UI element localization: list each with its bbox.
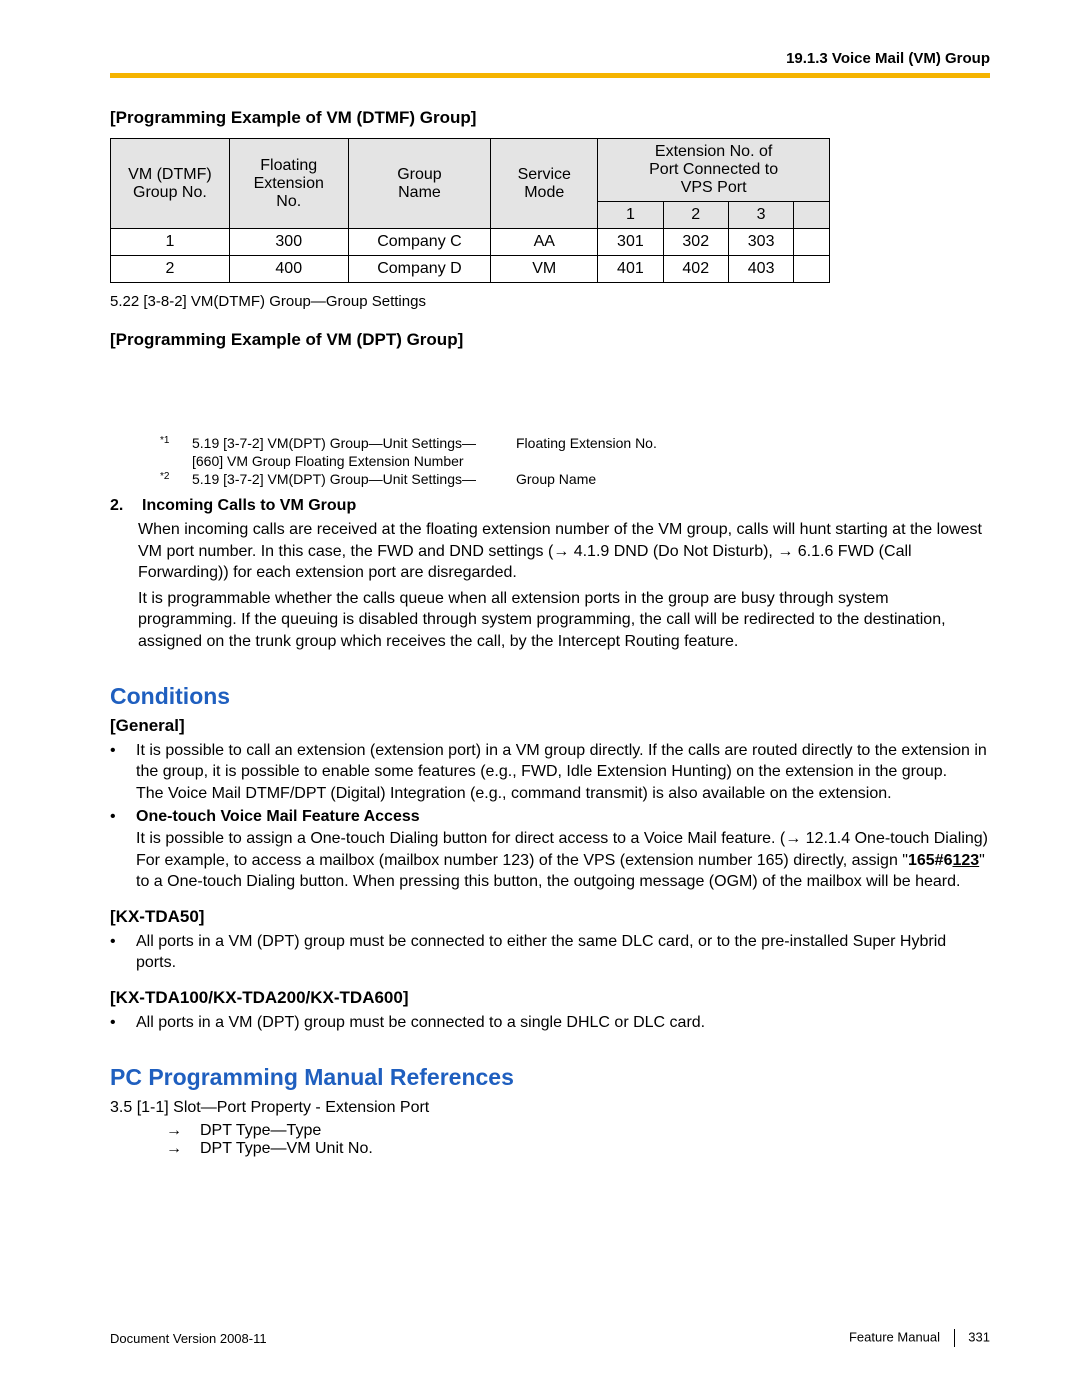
footer-right: Feature Manual 331 [849, 1329, 990, 1347]
cell: 301 [598, 229, 663, 256]
header-rule [110, 73, 990, 78]
bullet-icon: • [110, 1012, 124, 1034]
one-touch-title: One-touch Voice Mail Feature Access [136, 808, 420, 825]
bullet-body: One-touch Voice Mail Feature Access It i… [136, 806, 990, 892]
ex1-col-floatext: FloatingExtensionNo. [229, 139, 348, 229]
footer-divider [954, 1329, 955, 1347]
arrow-icon: → [553, 543, 569, 560]
general-label: [General] [110, 716, 990, 736]
cell: 401 [598, 256, 663, 283]
bullet-item: • One-touch Voice Mail Feature Access It… [110, 806, 990, 892]
footnote-row: *1 5.19 [3-7-2] VM(DPT) Group—Unit Setti… [160, 435, 990, 451]
pcrefs-sub2: → DPT Type—VM Unit No. [166, 1140, 990, 1158]
pcrefs-heading: PC Programming Manual References [110, 1064, 990, 1091]
cell: VM [491, 256, 598, 283]
footnote-row: [660] VM Group Floating Extension Number [160, 453, 990, 469]
item2-number: 2. [110, 497, 132, 515]
page-footer: Document Version 2008-11 Feature Manual … [110, 1329, 990, 1347]
ex1-col-extno-top: Extension No. ofPort Connected toVPS Por… [598, 139, 830, 202]
footnote-mark: *2 [160, 471, 178, 487]
pcrefs-line1: 3.5 [1-1] Slot—Port Property - Extension… [110, 1097, 990, 1119]
footnote-left: 5.19 [3-7-2] VM(DPT) Group—Unit Settings… [192, 435, 502, 451]
bullet-item: • It is possible to call an extension (e… [110, 740, 990, 805]
page: 19.1.3 Voice Mail (VM) Group [Programmin… [0, 0, 1080, 1397]
text: DPT Type—Type [200, 1122, 321, 1140]
item2-title: Incoming Calls to VM Group [142, 497, 356, 515]
code-underline: 123 [952, 852, 979, 869]
ex2-title: [Programming Example of VM (DPT) Group] [110, 330, 990, 350]
bullet-item: • All ports in a VM (DPT) group must be … [110, 931, 990, 974]
cell [794, 229, 830, 256]
cell [794, 256, 830, 283]
text: The Voice Mail DTMF/DPT (Digital) Integr… [136, 785, 892, 802]
bullet-icon: • [110, 740, 124, 805]
kx-tda50-label: [KX-TDA50] [110, 907, 990, 927]
cell: Company C [348, 229, 491, 256]
conditions-heading: Conditions [110, 683, 990, 710]
ex1-col-extno-3: 3 [728, 202, 793, 229]
code-bold: 165#6 [908, 852, 953, 869]
kx-tda100-label: [KX-TDA100/KX-TDA200/KX-TDA600] [110, 988, 990, 1008]
cell: 402 [663, 256, 728, 283]
ex1-col-groupname: GroupName [348, 139, 491, 229]
ex1-col-extno-2: 2 [663, 202, 728, 229]
item2-heading: 2. Incoming Calls to VM Group [110, 497, 990, 515]
bullet-icon: • [110, 931, 124, 974]
bullet-body: It is possible to call an extension (ext… [136, 740, 990, 805]
ex1-col-groupno: VM (DTMF)Group No. [111, 139, 230, 229]
footnote-right: Floating Extension No. [516, 435, 657, 451]
cell: 302 [663, 229, 728, 256]
footnote-right: Group Name [516, 471, 596, 487]
footnote-mark [160, 453, 178, 469]
cell: 1 [111, 229, 230, 256]
footnote-row: *2 5.19 [3-7-2] VM(DPT) Group—Unit Setti… [160, 471, 990, 487]
text: It is possible to call an extension (ext… [136, 742, 987, 781]
bullet-icon: • [110, 806, 124, 892]
item2-para2: It is programmable whether the calls que… [138, 588, 990, 653]
text: It is possible to assign a One-touch Dia… [136, 830, 785, 847]
table-row: 2 400 Company D VM 401 402 403 [111, 256, 830, 283]
ex1-table: VM (DTMF)Group No. FloatingExtensionNo. … [110, 138, 830, 283]
cell: 400 [229, 256, 348, 283]
ex1-col-servicemode: ServiceMode [491, 139, 598, 229]
bullet-item: • All ports in a VM (DPT) group must be … [110, 1012, 990, 1034]
text: 4.1.9 DND (Do Not Disturb), [569, 543, 777, 560]
pcrefs-sub1: → DPT Type—Type [166, 1122, 990, 1140]
ex1-col-extno-blank [794, 202, 830, 229]
cell: Company D [348, 256, 491, 283]
table-row: 1 300 Company C AA 301 302 303 [111, 229, 830, 256]
footer-left: Document Version 2008-11 [110, 1331, 267, 1346]
header-section-ref: 19.1.3 Voice Mail (VM) Group [110, 50, 990, 67]
bullet-body: All ports in a VM (DPT) group must be co… [136, 931, 990, 974]
footer-page-number: 331 [968, 1329, 990, 1344]
text: DPT Type—VM Unit No. [200, 1140, 373, 1158]
cell: 403 [728, 256, 793, 283]
cell: AA [491, 229, 598, 256]
ex1-col-extno-1: 1 [598, 202, 663, 229]
ex1-caption: 5.22 [3-8-2] VM(DTMF) Group—Group Settin… [110, 293, 990, 310]
footnote-left: 5.19 [3-7-2] VM(DPT) Group—Unit Settings… [192, 471, 502, 487]
cell: 303 [728, 229, 793, 256]
cell: 2 [111, 256, 230, 283]
cell: 300 [229, 229, 348, 256]
ex2-footnotes: *1 5.19 [3-7-2] VM(DPT) Group—Unit Setti… [160, 435, 990, 487]
arrow-icon: → [785, 830, 801, 847]
arrow-icon: → [166, 1122, 182, 1140]
footnote-left: [660] VM Group Floating Extension Number [192, 453, 502, 469]
footnote-mark: *1 [160, 435, 178, 451]
footer-manual: Feature Manual [849, 1329, 940, 1344]
arrow-icon: → [777, 543, 793, 560]
arrow-icon: → [166, 1140, 182, 1158]
item2-para1: When incoming calls are received at the … [138, 519, 990, 584]
bullet-body: All ports in a VM (DPT) group must be co… [136, 1012, 990, 1034]
ex1-title: [Programming Example of VM (DTMF) Group] [110, 108, 990, 128]
